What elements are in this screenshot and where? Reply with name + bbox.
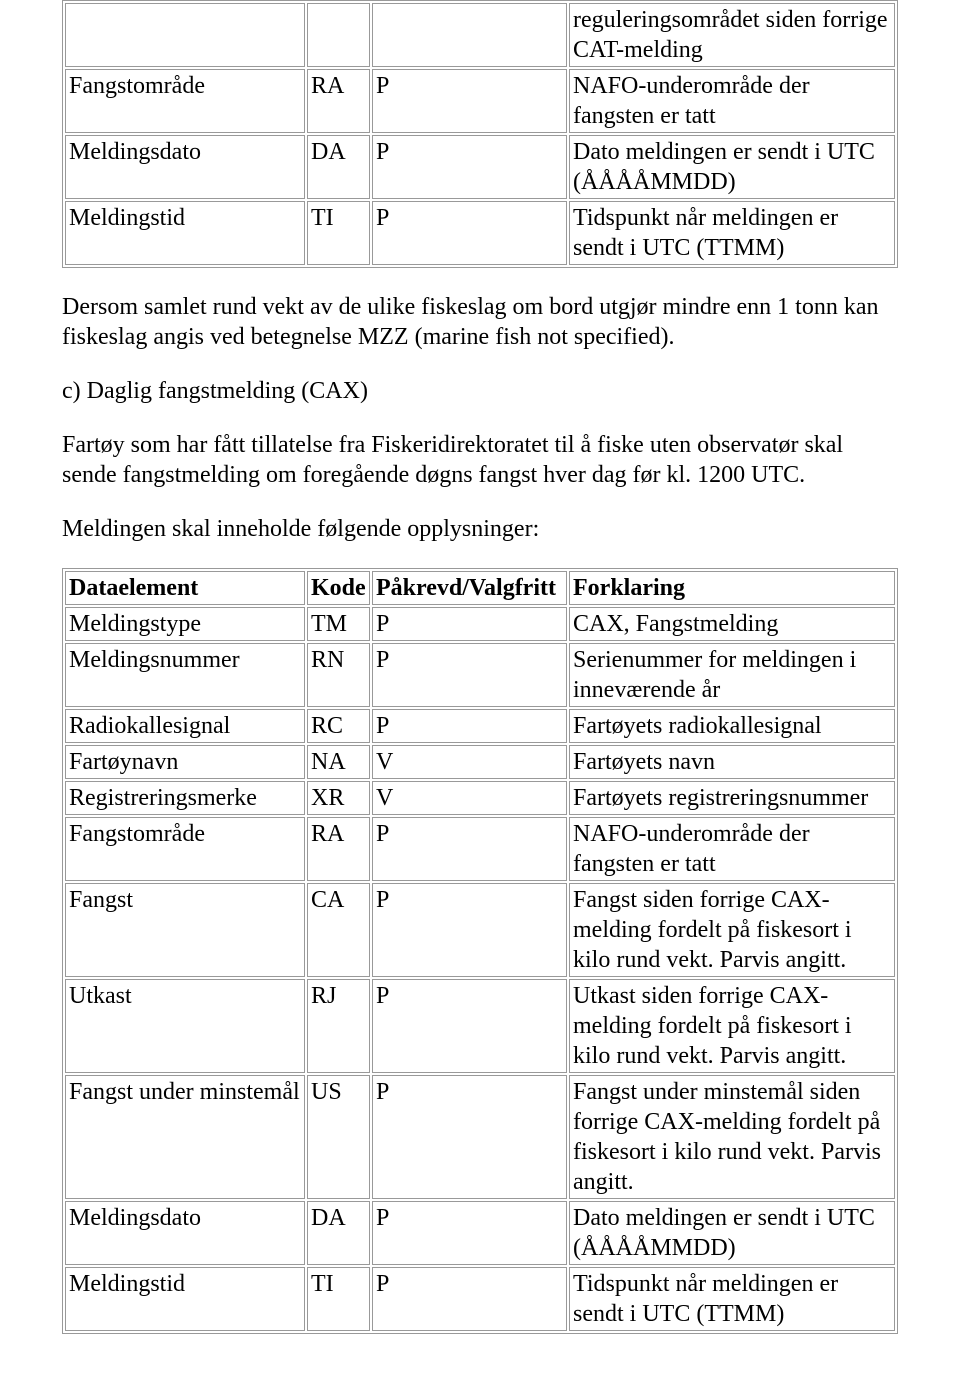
document-page: reguleringsområdet siden forrige CAT-mel… [0,0,960,1374]
cell [307,3,370,67]
table-row: Meldingsdato DA P Dato meldingen er send… [65,135,895,199]
cell: Fartøyets registreringsnummer [569,781,895,815]
cell: P [372,1201,567,1265]
cell: Fangst under minstemål siden forrige CAX… [569,1075,895,1199]
table-row: Registreringsmerke XR V Fartøyets regist… [65,781,895,815]
table-row: Meldingstid TI P Tidspunkt når meldingen… [65,1267,895,1331]
table-row: Fangst CA P Fangst siden forrige CAX-mel… [65,883,895,977]
cell: P [372,201,567,265]
cell: TI [307,1267,370,1331]
cell: Fangstområde [65,817,305,881]
table-b: Dataelement Kode Påkrevd/Valgfritt Forkl… [62,568,898,1334]
cell: P [372,607,567,641]
cell: Meldingstype [65,607,305,641]
cell: NA [307,745,370,779]
table-row: reguleringsområdet siden forrige CAT-mel… [65,3,895,67]
table-row: Meldingsdato DA P Dato meldingen er send… [65,1201,895,1265]
cell: DA [307,135,370,199]
cell: V [372,745,567,779]
cell: TI [307,201,370,265]
cell: P [372,883,567,977]
cell: Tidspunkt når meldingen er sendt i UTC (… [569,1267,895,1331]
cell: Meldingsdato [65,1201,305,1265]
cell: RN [307,643,370,707]
cell [65,3,305,67]
cell: P [372,1075,567,1199]
column-header: Påkrevd/Valgfritt [372,571,567,605]
cell: Fartøyets navn [569,745,895,779]
cell: Meldingsnummer [65,643,305,707]
table-row: Meldingsnummer RN P Serienummer for meld… [65,643,895,707]
cell: P [372,1267,567,1331]
cell: P [372,69,567,133]
cell: US [307,1075,370,1199]
cell: P [372,135,567,199]
cell: Fangst [65,883,305,977]
cell: Fangst siden forrige CAX-melding fordelt… [569,883,895,977]
cell: P [372,979,567,1073]
cell: Fangstområde [65,69,305,133]
cell: XR [307,781,370,815]
paragraph: Fartøy som har fått tillatelse fra Fiske… [62,430,898,490]
cell: CAX, Fangstmelding [569,607,895,641]
table-row: Radiokallesignal RC P Fartøyets radiokal… [65,709,895,743]
table-row: Meldingstype TM P CAX, Fangstmelding [65,607,895,641]
cell: Fartøynavn [65,745,305,779]
cell: P [372,643,567,707]
cell: Fangst under minstemål [65,1075,305,1199]
cell: Meldingstid [65,1267,305,1331]
cell: P [372,817,567,881]
cell: RJ [307,979,370,1073]
paragraph: c) Daglig fangstmelding (CAX) [62,376,898,406]
cell: Radiokallesignal [65,709,305,743]
cell: RA [307,69,370,133]
table-row: Utkast RJ P Utkast siden forrige CAX-mel… [65,979,895,1073]
paragraph: Meldingen skal inneholde følgende opplys… [62,514,898,544]
table-header-row: Dataelement Kode Påkrevd/Valgfritt Forkl… [65,571,895,605]
cell: RA [307,817,370,881]
cell: CA [307,883,370,977]
cell: Tidspunkt når meldingen er sendt i UTC (… [569,201,895,265]
column-header: Kode [307,571,370,605]
cell: TM [307,607,370,641]
cell [372,3,567,67]
table-row: Fartøynavn NA V Fartøyets navn [65,745,895,779]
cell: V [372,781,567,815]
cell: P [372,709,567,743]
cell: NAFO-underområde der fangsten er tatt [569,817,895,881]
table-row: Fangst under minstemål US P Fangst under… [65,1075,895,1199]
table-row: Meldingstid TI P Tidspunkt når meldingen… [65,201,895,265]
column-header: Forklaring [569,571,895,605]
paragraph: Dersom samlet rund vekt av de ulike fisk… [62,292,898,352]
cell: Registreringsmerke [65,781,305,815]
column-header: Dataelement [65,571,305,605]
cell: NAFO-underområde der fangsten er tatt [569,69,895,133]
cell: reguleringsområdet siden forrige CAT-mel… [569,3,895,67]
cell: Utkast [65,979,305,1073]
cell: Meldingsdato [65,135,305,199]
cell: Serienummer for meldingen i inneværende … [569,643,895,707]
cell: Utkast siden forrige CAX-melding fordelt… [569,979,895,1073]
cell: DA [307,1201,370,1265]
table-row: Fangstområde RA P NAFO-underområde der f… [65,69,895,133]
table-a: reguleringsområdet siden forrige CAT-mel… [62,0,898,268]
cell: Dato meldingen er sendt i UTC (ÅÅÅÅMMDD) [569,1201,895,1265]
cell: Fartøyets radiokallesignal [569,709,895,743]
cell: Dato meldingen er sendt i UTC (ÅÅÅÅMMDD) [569,135,895,199]
cell: RC [307,709,370,743]
cell: Meldingstid [65,201,305,265]
table-row: Fangstområde RA P NAFO-underområde der f… [65,817,895,881]
